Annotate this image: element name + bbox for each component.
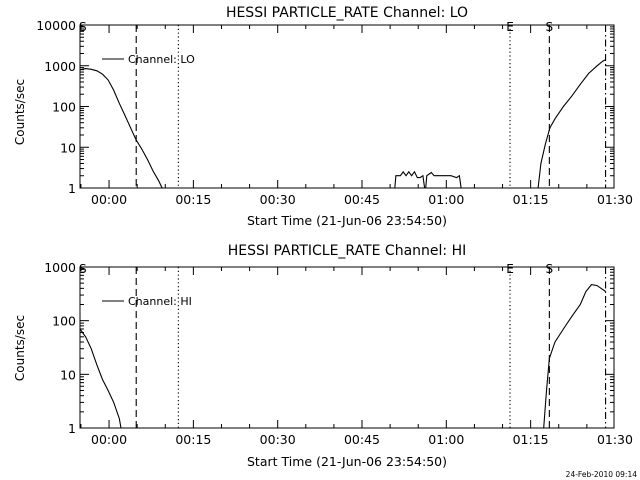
panel-hi: HESSI PARTICLE_RATE Channel: HI Counts/s… [13, 243, 633, 469]
event-marker-label: E [506, 262, 514, 276]
y-tick-label: 100 [52, 314, 76, 329]
series-line [394, 170, 426, 189]
x-tick-label: 00:45 [344, 432, 380, 447]
event-marker-label: S [79, 20, 87, 34]
event-marker-label: S [79, 262, 87, 276]
panel-lo: HESSI PARTICLE_RATE Channel: LO Counts/s… [13, 5, 633, 228]
y-tick-label: 1 [68, 181, 76, 196]
series-line [425, 171, 462, 189]
y-axis-label-hi: Counts/sec [13, 315, 27, 381]
y-tick-label: 100 [52, 100, 76, 115]
x-tick-label: 00:00 [91, 192, 127, 207]
y-tick-label: 1000 [44, 260, 76, 275]
x-tick-label: 00:00 [91, 432, 127, 447]
x-axis-label-hi: Start Time (21-Jun-06 23:54:50) [247, 454, 447, 469]
event-marker-label: E [506, 20, 514, 34]
y-axis-label-lo: Counts/sec [13, 79, 27, 145]
plot-frame [79, 24, 615, 189]
x-tick-label: 01:15 [513, 192, 549, 207]
chart-title-lo: HESSI PARTICLE_RATE Channel: LO [226, 5, 468, 21]
x-tick-label: 00:30 [260, 192, 296, 207]
footer-timestamp: 24-Feb-2010 09:14 [566, 470, 638, 479]
event-marker-label: S [546, 20, 554, 34]
x-tick-label: 01:30 [597, 432, 633, 447]
x-tick-label: 01:00 [428, 432, 464, 447]
x-tick-label: 00:15 [175, 432, 211, 447]
y-tick-label: 1000 [44, 59, 76, 74]
y-tick-label: 10 [60, 367, 76, 382]
x-tick-label: 00:15 [175, 192, 211, 207]
legend-label: Channel: HI [128, 295, 192, 308]
x-tick-label: 01:15 [513, 432, 549, 447]
x-tick-label: 00:45 [344, 192, 380, 207]
x-tick-label: 00:30 [260, 432, 296, 447]
event-marker-label: S [546, 262, 554, 276]
series-line [537, 59, 606, 189]
x-tick-label: 01:30 [597, 192, 633, 207]
series-line [79, 328, 122, 429]
y-tick-label: 1 [68, 421, 76, 436]
y-tick-label: 10 [60, 140, 76, 155]
plot-area-lo: 00:00 00:15 00:30 00:45 01:00 01:15 01:30 1 10 10… [36, 18, 633, 207]
x-tick-label: 01:00 [428, 192, 464, 207]
series-line [79, 68, 163, 189]
series-line [543, 284, 606, 429]
legend-label: Channel: LO [128, 53, 195, 66]
y-tick-label: 10000 [36, 18, 76, 33]
chart-title-hi: HESSI PARTICLE_RATE Channel: HI [228, 243, 466, 259]
x-axis-label-lo: Start Time (21-Jun-06 23:54:50) [247, 213, 447, 228]
plot-frame [79, 266, 615, 429]
plot-area-hi: 00:00 00:15 00:30 00:45 01:00 01:15 01:30 1 10 10… [44, 260, 633, 447]
